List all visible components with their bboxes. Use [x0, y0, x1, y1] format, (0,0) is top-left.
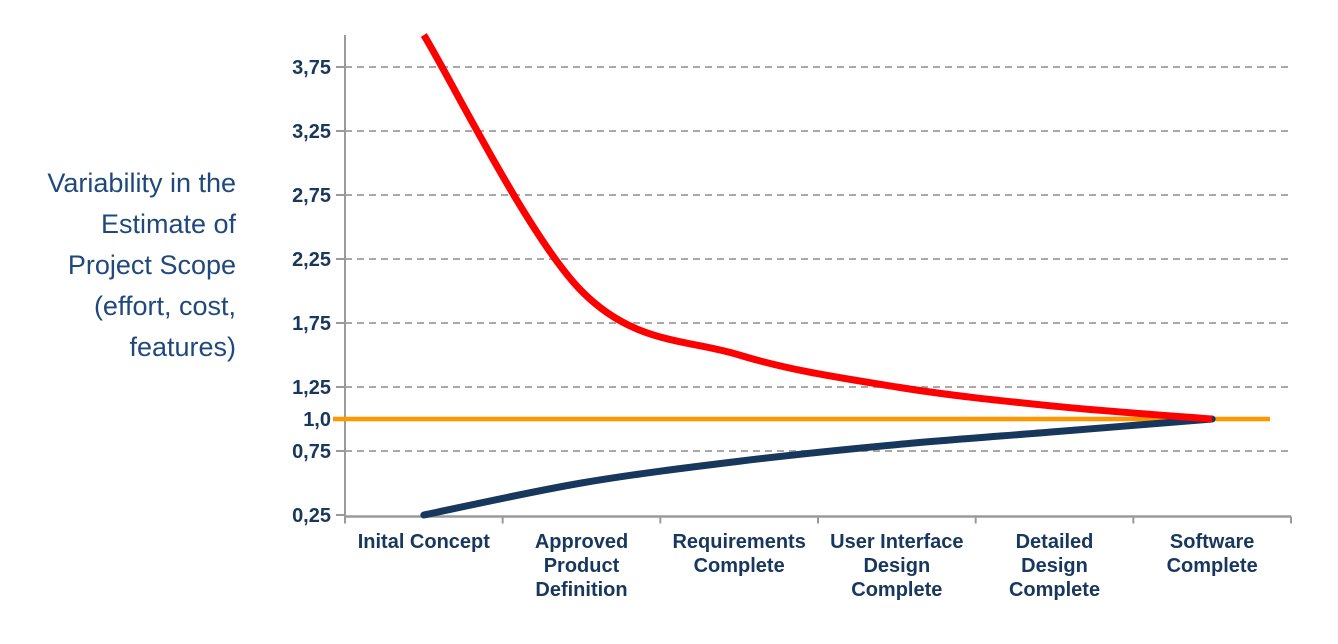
y-tick-label: 1,25 — [292, 377, 331, 399]
y-tick-label: 2,75 — [292, 185, 331, 207]
x-category-label: Requirements Complete — [672, 531, 805, 577]
y-tick-label: 3,75 — [292, 57, 331, 79]
x-category-label: Inital Concept — [358, 531, 491, 553]
y-tick-label: 0,75 — [292, 441, 331, 463]
y-tick-label: 3,25 — [292, 121, 331, 143]
y-tick-label: 1,75 — [292, 313, 331, 335]
x-category-label: Detailed Design Complete — [1009, 531, 1100, 601]
y-tick-label: 0,25 — [292, 505, 331, 527]
x-category-label: User Interface Design Complete — [830, 531, 963, 601]
x-category-label: Approved Product Definition — [535, 531, 628, 601]
y-tick-label: 1,0 — [303, 409, 331, 431]
upper-bound-series-line — [420, 33, 1213, 423]
x-category-label: Software Complete — [1167, 531, 1258, 577]
lower-bound-series-line — [420, 415, 1216, 519]
y-axis-title: Variability in the Estimate of Project S… — [47, 168, 236, 362]
y-tick-label: 2,25 — [292, 249, 331, 271]
